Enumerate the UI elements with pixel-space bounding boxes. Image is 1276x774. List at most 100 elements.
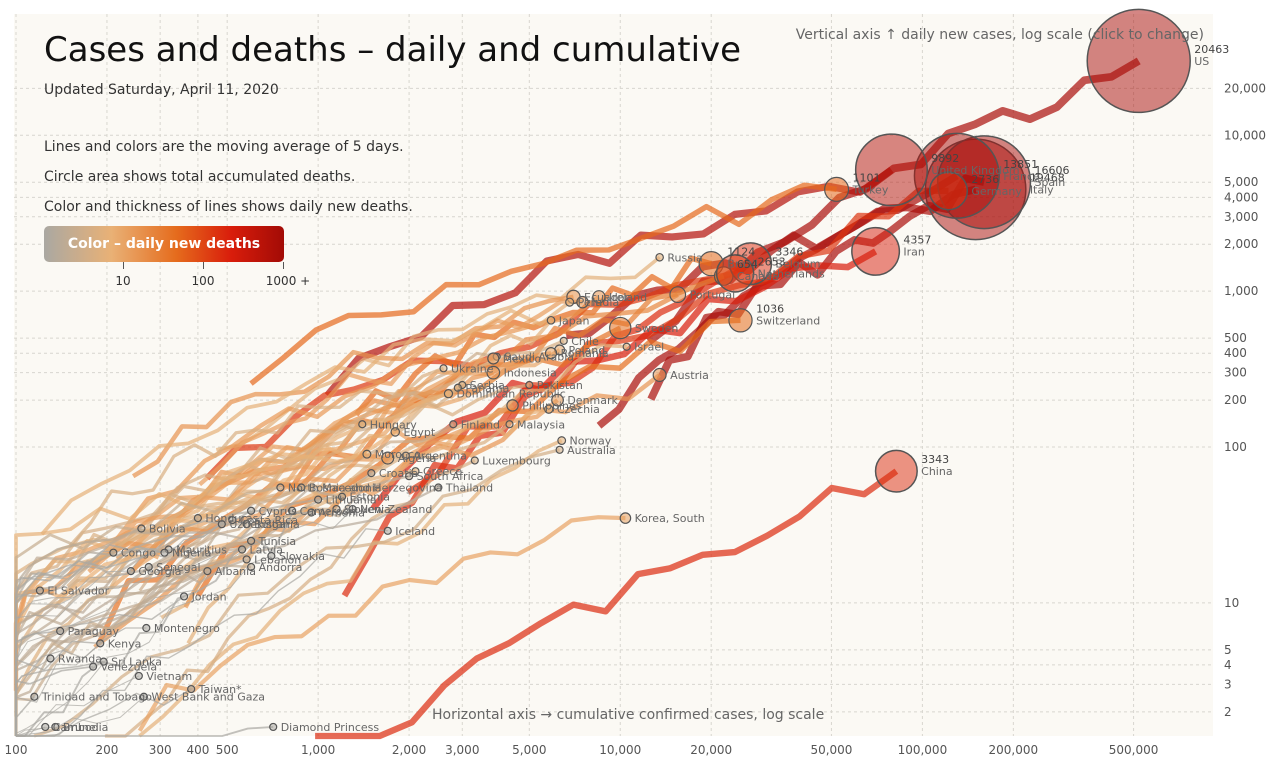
country-circle[interactable] [35, 586, 45, 595]
country-label[interactable]: Turkey [852, 183, 889, 196]
country-label[interactable]: Senegal [156, 561, 200, 574]
country-label[interactable]: Lebanon [254, 553, 301, 566]
country-circle[interactable] [439, 364, 448, 373]
country-label[interactable]: El Salvador [47, 585, 109, 598]
country-label[interactable]: Bulgaria [254, 518, 300, 531]
country-label[interactable]: Cambodia [53, 721, 109, 734]
country-label[interactable]: Panama [465, 382, 509, 395]
country-label[interactable]: Morocco [375, 448, 421, 461]
country-label[interactable]: Latvia [250, 544, 284, 557]
country-circle[interactable] [314, 495, 323, 504]
country-label[interactable]: Costa Rica [240, 514, 298, 527]
country-label[interactable]: India [592, 296, 619, 309]
country-label[interactable]: Poland [569, 344, 606, 357]
country-label[interactable]: Thailand [445, 482, 493, 495]
country-label[interactable]: Austria [670, 369, 709, 382]
country-label[interactable]: Slovakia [279, 550, 325, 563]
country-circle[interactable] [46, 654, 55, 663]
country-label[interactable]: Greece [423, 465, 462, 478]
country-circle[interactable] [506, 399, 519, 412]
country-label[interactable]: Honduras [205, 512, 258, 525]
country-label[interactable]: Israel [634, 341, 664, 354]
country-circle[interactable] [56, 626, 65, 636]
country-circle[interactable] [137, 524, 146, 533]
country-label[interactable]: China [921, 465, 952, 478]
country-circle[interactable] [203, 566, 212, 576]
country-label[interactable]: Venezuela [101, 661, 158, 674]
country-circle[interactable] [383, 526, 392, 535]
country-circle[interactable] [242, 520, 251, 529]
country-circle[interactable] [307, 508, 316, 517]
country-circle[interactable] [337, 492, 347, 501]
country-circle[interactable] [449, 420, 458, 429]
country-label[interactable]: Nigeria [172, 547, 211, 560]
country-circle[interactable] [619, 512, 632, 524]
country-circle[interactable] [287, 506, 297, 515]
country-label[interactable]: Indonesia [504, 367, 557, 380]
country-circle[interactable] [453, 383, 462, 392]
country-label[interactable]: New Zealand [360, 503, 432, 516]
country-circle[interactable] [404, 472, 414, 481]
country-label[interactable]: Kenya [108, 637, 142, 650]
country-label[interactable]: Lithuania [326, 494, 377, 507]
country-label[interactable]: Albania [215, 565, 256, 578]
country-circle[interactable] [41, 722, 50, 732]
country-label[interactable]: Rwanda [58, 652, 102, 665]
country-circle[interactable] [30, 692, 39, 701]
country-label[interactable]: Ukraine [451, 362, 494, 375]
country-circle[interactable] [854, 133, 929, 207]
country-circle[interactable] [358, 420, 367, 429]
country-circle[interactable] [390, 427, 401, 437]
country-circle[interactable] [109, 548, 118, 557]
country-label[interactable]: Trinidad and Tobago [41, 691, 152, 704]
country-label[interactable]: Germany [971, 185, 1022, 198]
country-circle[interactable] [267, 551, 276, 561]
country-label[interactable]: Iceland [395, 525, 435, 538]
country-circle[interactable] [247, 506, 256, 515]
country-circle[interactable] [874, 449, 918, 493]
country-circle[interactable] [160, 548, 169, 557]
country-label[interactable]: Czechia [557, 403, 600, 416]
country-label[interactable]: West Bank and Gaza [151, 691, 265, 704]
country-circle[interactable] [851, 226, 901, 276]
country-label[interactable]: US [1194, 55, 1209, 68]
country-label[interactable]: Russia [667, 251, 702, 264]
country-label[interactable]: Brunei [63, 721, 99, 734]
country-label[interactable]: Ireland [609, 291, 647, 304]
country-circle[interactable] [247, 562, 256, 572]
country-label[interactable]: France [1003, 170, 1040, 183]
country-circle[interactable] [551, 393, 564, 407]
country-label[interactable]: Norway [570, 435, 612, 448]
country-label[interactable]: Armenia [319, 507, 365, 520]
country-label[interactable]: Bolivia [149, 523, 186, 536]
country-circle[interactable] [544, 347, 558, 360]
country-label[interactable]: Sri Lanka [111, 656, 162, 669]
country-circle[interactable] [242, 555, 251, 564]
country-circle[interactable] [565, 297, 575, 307]
country-circle[interactable] [237, 545, 247, 554]
country-circle[interactable] [546, 315, 556, 325]
country-label[interactable]: Spain [1034, 176, 1065, 189]
country-label[interactable]: Vietnam [146, 670, 192, 683]
country-circle[interactable] [715, 254, 755, 293]
country-circle[interactable] [622, 342, 631, 351]
country-label[interactable]: Egypt [403, 426, 435, 439]
country-circle[interactable] [179, 592, 189, 601]
country-circle[interactable] [139, 692, 148, 701]
country-label[interactable]: South Africa [417, 470, 484, 483]
country-label[interactable]: Italy [1030, 183, 1054, 196]
country-circle[interactable] [297, 483, 306, 492]
country-label[interactable]: Diamond Princess [281, 721, 380, 734]
country-circle[interactable] [269, 722, 278, 732]
country-circle[interactable] [544, 404, 554, 414]
country-label[interactable]: Finland [461, 418, 500, 431]
country-circle[interactable] [332, 504, 341, 514]
country-label[interactable]: Jordan [191, 590, 227, 603]
country-circle[interactable] [669, 286, 687, 304]
country-label[interactable]: Ecuador [584, 291, 629, 304]
country-label[interactable]: Philippines [522, 399, 582, 412]
country-circle[interactable] [134, 671, 143, 681]
country-label[interactable]: Switzerland [756, 314, 820, 327]
country-circle[interactable] [652, 367, 667, 382]
country-label[interactable]: Uzbekistan [229, 518, 290, 531]
